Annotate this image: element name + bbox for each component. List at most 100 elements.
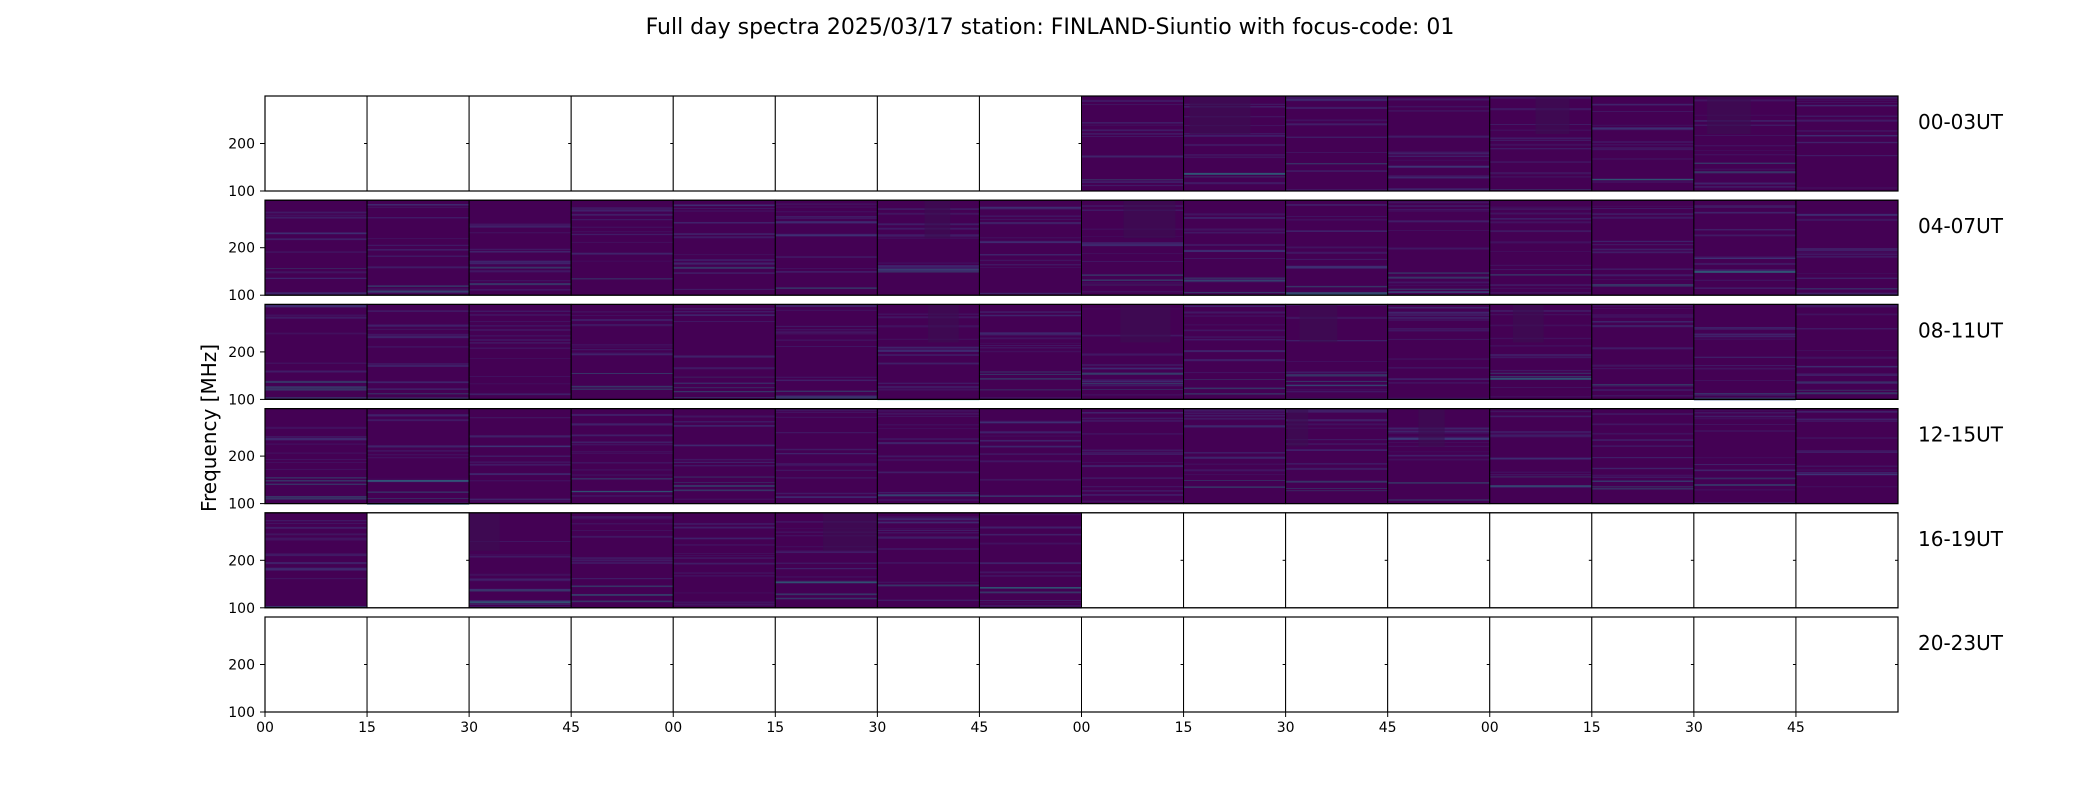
spectrum-line	[469, 455, 572, 457]
x-tick-label: 00	[256, 720, 274, 736]
spectrum-line	[673, 458, 776, 461]
spectrum-line	[877, 438, 980, 440]
spectrum-line	[1693, 327, 1796, 330]
spectrum-line	[877, 455, 980, 458]
row-time-label: 20-23UT	[1918, 631, 2004, 655]
spectrum-line	[1081, 486, 1184, 488]
spectrum-line	[1489, 354, 1592, 356]
spectrum-dark-region	[928, 304, 959, 343]
spectrum-line	[775, 346, 878, 347]
spectrum-line	[1285, 439, 1388, 441]
empty-panel	[1081, 512, 1184, 608]
spectrum-line	[571, 219, 674, 221]
spectrum-line	[1387, 177, 1490, 179]
spectrum-line	[1795, 277, 1898, 279]
spectrum-line	[979, 222, 1082, 225]
x-tick-label: 00	[1481, 720, 1499, 736]
spectrum-line	[775, 496, 878, 498]
spectrum-line	[775, 235, 878, 236]
spectrum-line	[877, 412, 980, 415]
spectrum-line	[1183, 305, 1286, 307]
spectrum-line	[877, 424, 980, 426]
spectrum-line	[1285, 151, 1388, 153]
spectrum-line	[571, 478, 674, 480]
spectrum-line	[1183, 249, 1286, 252]
spectrum-line	[1693, 271, 1796, 273]
spectrum-line	[1795, 313, 1898, 316]
empty-panel	[1285, 617, 1388, 712]
spectrum-line	[1795, 381, 1898, 383]
spectrum-line	[1285, 292, 1388, 295]
spectrum-line	[1489, 208, 1592, 211]
spectrum-line	[673, 367, 776, 370]
spectrum-line	[877, 548, 980, 550]
spectrum-line	[1387, 105, 1490, 108]
spectrum-panel	[367, 408, 470, 504]
spectrum-line	[1387, 210, 1490, 212]
spectrum-line	[979, 591, 1082, 594]
spectrum-line	[673, 485, 776, 487]
spectrum-line	[1183, 452, 1286, 454]
spectrum-line	[1285, 449, 1388, 452]
y-tick-label: 100	[228, 497, 255, 513]
spectrum-line	[1183, 143, 1286, 147]
spectrum-line	[1693, 484, 1796, 486]
spectrum-line	[1285, 170, 1388, 173]
spectrum-panel	[673, 512, 776, 608]
spectrum-line	[265, 520, 368, 522]
spectrum-line	[265, 443, 368, 445]
spectrum-line	[469, 329, 572, 331]
spectrum-panel	[775, 304, 878, 400]
spectrum-line	[1591, 423, 1694, 426]
y-tick-label: 200	[228, 553, 255, 569]
spectrum-line	[1795, 373, 1898, 375]
spectrum-line	[571, 495, 674, 497]
spectrum-line	[1387, 378, 1490, 380]
spectrum-line	[1489, 269, 1592, 271]
spectrum-line	[1081, 132, 1184, 135]
spectrum-line	[1489, 476, 1592, 478]
spectrum-line	[571, 451, 674, 452]
spectrum-line	[1285, 96, 1388, 98]
spectrum-line	[1081, 253, 1184, 255]
spectrum-line	[1285, 423, 1388, 426]
spectrum-line	[877, 562, 980, 564]
spectrum-line	[571, 441, 674, 443]
spectrum-line	[367, 397, 470, 399]
spectrum-line	[1489, 435, 1592, 438]
spectrum-line	[367, 480, 470, 481]
empty-panel	[1081, 617, 1184, 712]
spectrum-line	[1795, 134, 1898, 137]
spectrum-line	[979, 460, 1082, 463]
spectrum-line	[469, 310, 572, 312]
spectrum-line	[1081, 420, 1184, 422]
spectrum-line	[775, 330, 878, 334]
spectrum-line	[1285, 98, 1388, 101]
spectrum-line	[469, 321, 572, 323]
spectrum-line	[1795, 437, 1898, 439]
spectrum-line	[265, 211, 368, 214]
spectrum-line	[571, 560, 674, 562]
empty-panel	[877, 96, 980, 191]
spectrum-line	[469, 498, 572, 500]
spectrum-line	[1285, 265, 1388, 268]
spectrum-line	[1795, 218, 1898, 221]
spectrum-line	[775, 463, 878, 465]
spectrum-line	[1591, 385, 1694, 387]
spectrum-line	[1795, 155, 1898, 157]
spectrum-line	[877, 382, 980, 384]
spectrum-line	[877, 537, 980, 539]
spectrum-line	[1183, 279, 1286, 282]
spectrum-line	[979, 267, 1082, 268]
chart-title: Full day spectra 2025/03/17 station: FIN…	[646, 15, 1455, 40]
spectrum-line	[265, 362, 368, 364]
spectrum-line	[265, 238, 368, 241]
spectrum-line	[1183, 213, 1286, 216]
spectrum-line	[1489, 433, 1592, 436]
spectrum-line	[469, 250, 572, 253]
spectrum-line	[1387, 358, 1490, 360]
spectrum-panel	[1693, 200, 1796, 296]
empty-panel	[673, 96, 776, 191]
spectrum-line	[1489, 137, 1592, 139]
